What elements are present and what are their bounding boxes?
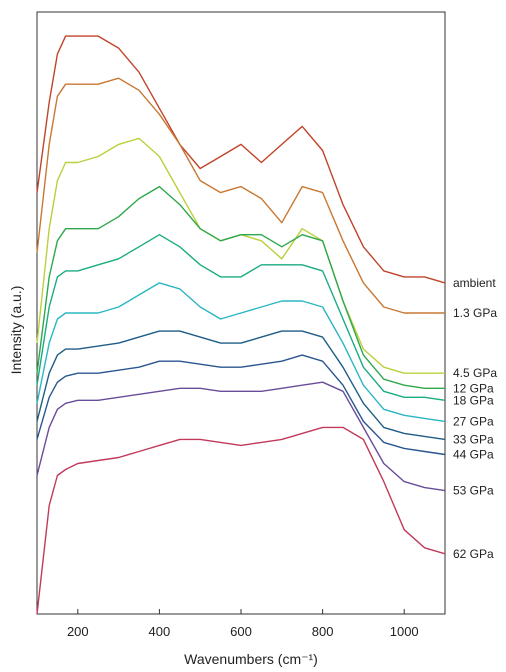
series-line-7 xyxy=(36,354,446,456)
series-line-1 xyxy=(36,77,445,314)
series-label-3: 12 GPa xyxy=(453,381,494,395)
x-tick-label-0: 200 xyxy=(67,624,89,639)
series-line-8 xyxy=(36,381,446,492)
series-line-3 xyxy=(36,185,445,389)
x-axis-ticks: 200 400 600 800 1000 xyxy=(67,609,419,639)
series-label-5: 27 GPa xyxy=(453,414,494,428)
series-label-0: ambient xyxy=(453,276,496,290)
series-label-1: 1.3 GPa xyxy=(453,306,497,320)
series-label-9: 62 GPa xyxy=(453,547,494,561)
series-line-0 xyxy=(36,35,446,284)
series-label-2: 4.5 GPa xyxy=(453,366,497,380)
y-axis-title: Intensity (a.u.) xyxy=(8,286,24,375)
series-line-4 xyxy=(36,234,446,401)
x-tick-label-4: 1000 xyxy=(390,624,419,639)
series-line-6 xyxy=(36,330,446,441)
series-label-8: 53 GPa xyxy=(453,484,494,498)
x-tick-label-2: 600 xyxy=(230,624,252,639)
series-line-2 xyxy=(36,137,445,374)
series-label-4: 18 GPa xyxy=(453,393,494,407)
x-tick-label-3: 800 xyxy=(312,624,334,639)
series-label-6: 33 GPa xyxy=(453,432,494,446)
series-layer xyxy=(36,35,446,615)
x-axis-title: Wavenumbers (cm⁻¹) xyxy=(184,651,318,667)
series-line-5 xyxy=(36,282,446,423)
series-line-9 xyxy=(36,426,446,615)
series-label-7: 44 GPa xyxy=(453,448,494,462)
x-tick-label-1: 400 xyxy=(149,624,171,639)
